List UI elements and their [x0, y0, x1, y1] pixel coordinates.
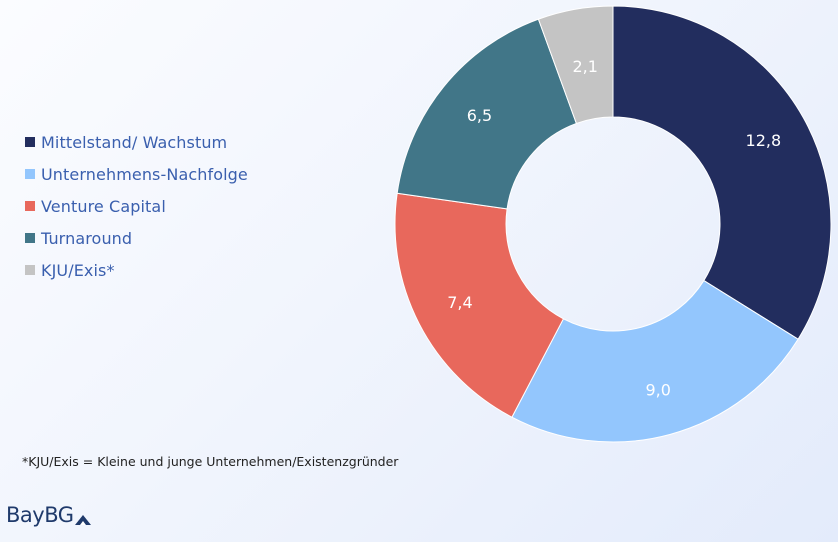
legend-swatch [25, 201, 35, 211]
legend-item-turnaround: Turnaround [25, 222, 248, 254]
slice-nachfolge [511, 279, 799, 443]
legend-label: Turnaround [41, 228, 133, 248]
legend-label: Mittelstand/ Wachstum [41, 132, 228, 152]
slice-kju-exis [537, 5, 614, 125]
logo-mark-icon [74, 515, 91, 525]
legend-item-kju-exis: KJU/Exis* [25, 254, 248, 286]
slice-venture-capital [394, 192, 565, 418]
data-label-kju-exis: 2,1 [572, 57, 597, 76]
legend-swatch [25, 137, 35, 147]
legend-item-venture-capital: Venture Capital [25, 190, 248, 222]
data-label-venture-capital: 7,4 [447, 293, 472, 312]
logo-text: BayBG [6, 503, 74, 527]
chart-legend: Mittelstand/ Wachstum Unternehmens-Nachf… [25, 126, 248, 286]
data-label-turnaround: 6,5 [467, 106, 492, 125]
data-label-mittelstand: 12,8 [746, 131, 782, 150]
slice-turnaround [396, 18, 578, 210]
legend-label: Venture Capital [41, 196, 166, 216]
legend-swatch [25, 233, 35, 243]
baybg-logo: BayBG [6, 505, 91, 526]
legend-swatch [25, 265, 35, 275]
footnote: *KJU/Exis = Kleine und junge Unternehmen… [22, 454, 399, 469]
legend-label: Unternehmens-Nachfolge [41, 164, 248, 184]
slice-mittelstand [612, 5, 832, 340]
legend-item-mittelstand: Mittelstand/ Wachstum [25, 126, 248, 158]
data-label-nachfolge: 9,0 [645, 380, 670, 399]
legend-swatch [25, 169, 35, 179]
legend-label: KJU/Exis* [41, 260, 115, 280]
legend-item-nachfolge: Unternehmens-Nachfolge [25, 158, 248, 190]
